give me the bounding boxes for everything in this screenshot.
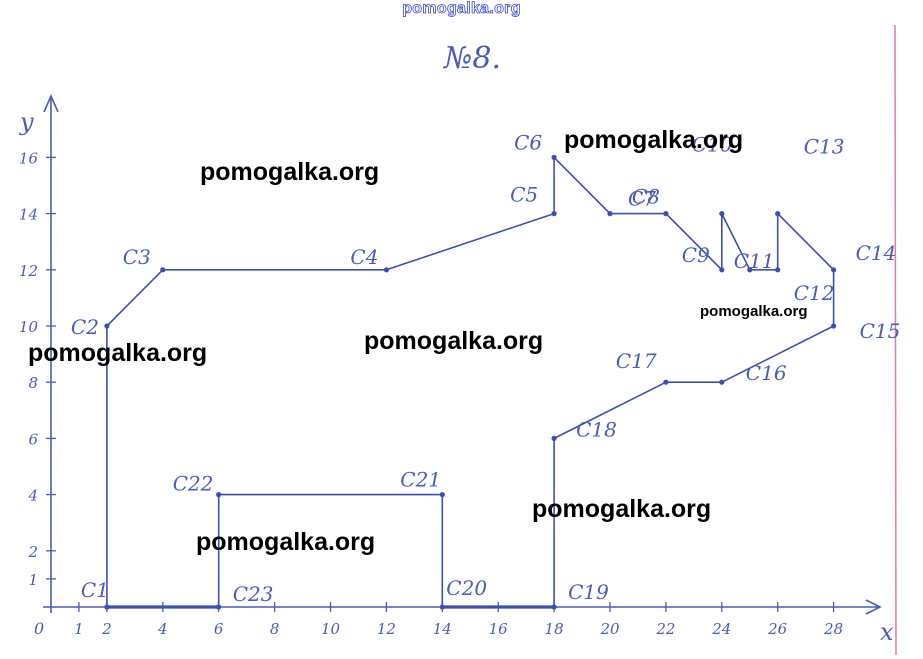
y-tick-label: 16 xyxy=(19,149,39,167)
watermark: pomogalka.org xyxy=(364,327,544,355)
point-label: C18 xyxy=(576,417,617,441)
point-label: C3 xyxy=(123,245,151,269)
y-tick-label: 12 xyxy=(19,262,38,280)
x-tick-label: 20 xyxy=(599,620,620,638)
x-tick-label: 26 xyxy=(767,620,788,638)
point-label: C11 xyxy=(734,249,775,273)
y-tick-label: 1 xyxy=(28,571,38,589)
y-tick-label: 4 xyxy=(27,487,38,505)
x-axis-label: x xyxy=(880,618,894,646)
figure-outline xyxy=(106,156,835,608)
watermark: pomogalka.org xyxy=(200,158,380,186)
problem-number: №8. xyxy=(442,41,501,76)
point-label: C2 xyxy=(71,315,99,339)
figure-point xyxy=(551,154,557,160)
x-tick-label: 16 xyxy=(489,620,509,638)
point-label: C8 xyxy=(632,185,660,209)
point-label: C23 xyxy=(233,582,274,606)
x-tick-label: 22 xyxy=(655,620,675,638)
point-label: C1 xyxy=(81,578,109,602)
figure-point xyxy=(383,267,389,273)
x-tick-label: 12 xyxy=(377,620,396,638)
point-label: C16 xyxy=(746,361,787,385)
x-tick-label: 18 xyxy=(545,620,564,638)
figure-point xyxy=(551,211,557,217)
figure-point xyxy=(551,604,557,610)
figure-point xyxy=(831,323,837,329)
watermark: pomogalka.org xyxy=(700,303,808,320)
x-tick-label: 4 xyxy=(157,620,168,638)
x-tick-label: 28 xyxy=(823,620,843,638)
y-tick-label: 10 xyxy=(19,318,39,336)
y-tick-label: 2 xyxy=(27,543,38,561)
point-label: C19 xyxy=(568,580,609,604)
figure-point xyxy=(104,323,110,329)
watermark: pomogalka.org xyxy=(564,126,744,154)
page-margin-line xyxy=(894,24,897,656)
figure-point xyxy=(663,211,669,217)
y-tick-label: 8 xyxy=(28,374,38,392)
figure-point xyxy=(775,211,781,217)
figure-point xyxy=(160,267,166,273)
figure-point xyxy=(439,604,445,610)
point-label: C21 xyxy=(400,468,441,492)
point-label: C10 xyxy=(692,133,733,157)
point-label: C14 xyxy=(856,241,897,265)
figure-point xyxy=(607,211,613,217)
figure-point xyxy=(719,211,725,217)
x-tick-label: 10 xyxy=(321,620,341,638)
figure-point xyxy=(831,267,837,273)
figure-point xyxy=(719,379,725,385)
figure-point xyxy=(104,604,110,610)
x-tick-label: 2 xyxy=(101,620,112,638)
figure-point xyxy=(216,492,222,498)
point-label: C6 xyxy=(514,130,542,154)
y-tick-label: 6 xyxy=(28,430,38,448)
x-tick-label: 14 xyxy=(433,620,452,638)
point-label: C17 xyxy=(616,349,657,373)
point-label: C5 xyxy=(510,183,538,207)
point-label: C12 xyxy=(794,281,835,305)
figure-point xyxy=(747,267,753,273)
watermark: pomogalka.org xyxy=(28,339,208,367)
point-label: C13 xyxy=(804,135,845,159)
y-axis-arrow xyxy=(43,94,59,113)
x-tick-label: 1 xyxy=(74,620,84,638)
y-tick-label: 14 xyxy=(19,206,38,224)
watermark: pomogalka.org xyxy=(196,528,376,556)
figure-point xyxy=(551,435,557,441)
x-tick-label: 24 xyxy=(711,620,731,638)
point-label: C7 xyxy=(628,187,656,211)
point-label: C4 xyxy=(350,245,378,269)
figure-point xyxy=(663,379,669,385)
x-tick-label: 8 xyxy=(270,620,280,638)
site-logo-watermark: pomogalka.org xyxy=(402,0,521,17)
figure-point xyxy=(216,604,222,610)
point-label: C20 xyxy=(446,576,487,600)
origin-label: 0 xyxy=(34,619,44,638)
point-label: C15 xyxy=(860,319,901,343)
y-axis-label: y xyxy=(19,108,34,136)
figure-point xyxy=(775,267,781,273)
figure xyxy=(106,156,835,609)
x-axis-arrow xyxy=(865,599,882,615)
point-label: C22 xyxy=(173,472,214,496)
watermark: pomogalka.org xyxy=(532,495,712,523)
point-label: C9 xyxy=(682,243,710,267)
figure-point xyxy=(719,267,725,273)
figure-point xyxy=(439,492,445,498)
x-tick-label: 6 xyxy=(214,620,224,638)
